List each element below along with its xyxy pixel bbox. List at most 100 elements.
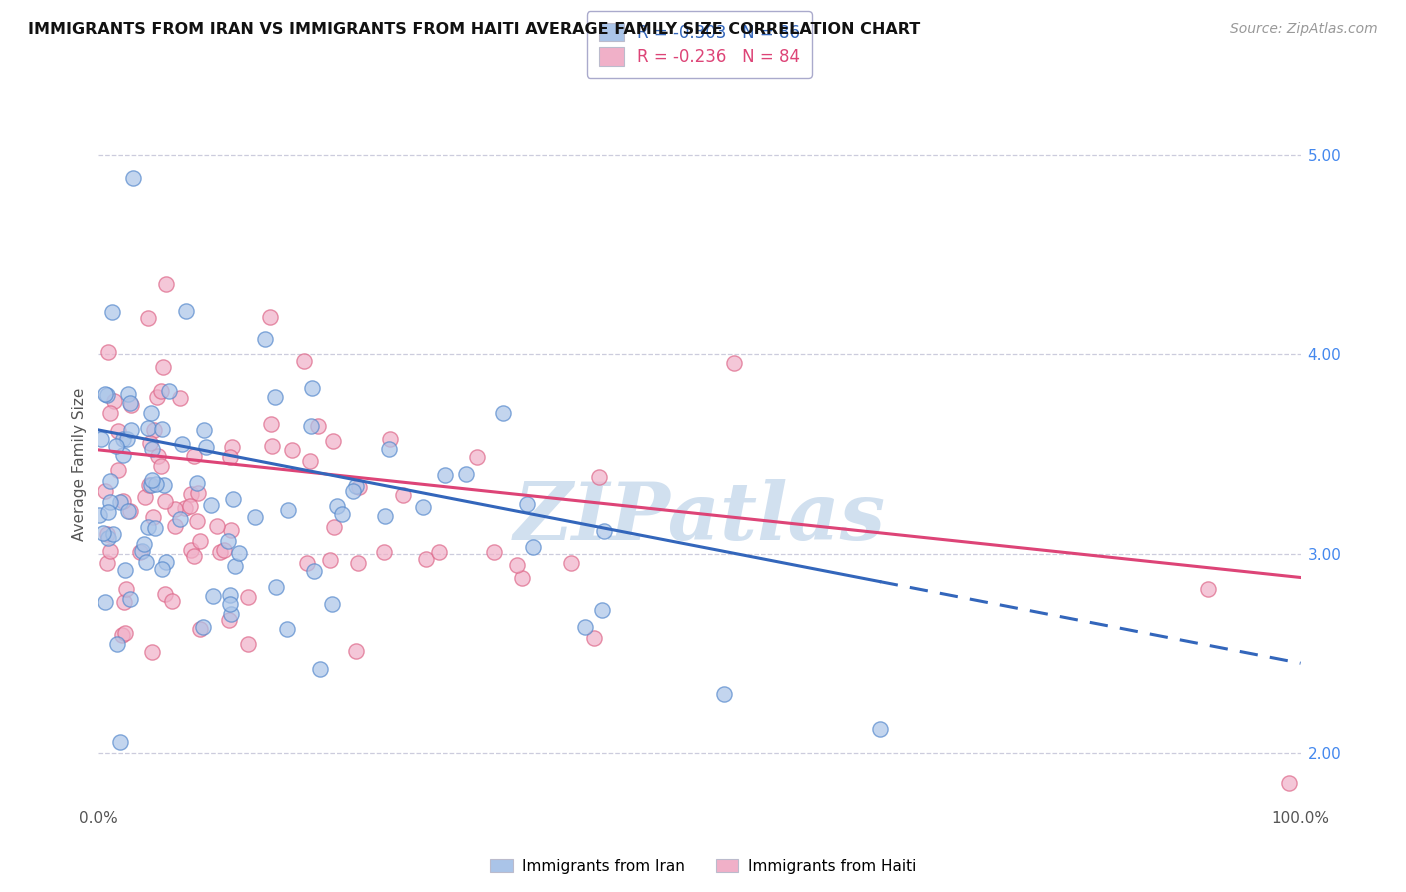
Point bbox=[132, 537, 155, 551]
Point bbox=[228, 546, 250, 560]
Point bbox=[321, 434, 343, 449]
Point bbox=[183, 549, 205, 563]
Point bbox=[134, 491, 156, 505]
Point bbox=[98, 543, 121, 558]
Point bbox=[142, 423, 165, 437]
Point bbox=[97, 344, 120, 359]
Point bbox=[110, 735, 132, 749]
Point bbox=[321, 597, 343, 611]
Point bbox=[264, 580, 287, 594]
Point bbox=[295, 556, 318, 570]
Point bbox=[218, 613, 240, 627]
Point bbox=[149, 458, 172, 473]
Point bbox=[236, 590, 259, 604]
Point bbox=[111, 448, 134, 462]
Point bbox=[522, 540, 544, 554]
Point bbox=[96, 557, 118, 571]
Point bbox=[222, 491, 245, 506]
Point bbox=[129, 544, 152, 558]
Point bbox=[188, 534, 211, 549]
Point bbox=[723, 356, 745, 370]
Point bbox=[281, 442, 304, 457]
Point bbox=[592, 524, 614, 538]
Point bbox=[141, 473, 163, 487]
Point bbox=[713, 687, 735, 701]
Point bbox=[392, 488, 415, 502]
Point bbox=[157, 384, 180, 399]
Point bbox=[217, 533, 239, 548]
Point bbox=[153, 587, 176, 601]
Point bbox=[138, 435, 160, 450]
Point bbox=[120, 592, 142, 607]
Point bbox=[344, 644, 367, 658]
Point bbox=[115, 582, 138, 596]
Point bbox=[193, 423, 215, 437]
Point bbox=[298, 454, 321, 468]
Point bbox=[264, 390, 287, 404]
Point bbox=[588, 469, 610, 483]
Point bbox=[138, 477, 160, 491]
Point bbox=[492, 406, 515, 420]
Point bbox=[131, 543, 153, 558]
Point bbox=[219, 607, 242, 621]
Point bbox=[93, 526, 115, 541]
Point bbox=[103, 394, 125, 409]
Point bbox=[330, 507, 353, 521]
Point bbox=[97, 531, 120, 545]
Point bbox=[117, 432, 139, 446]
Point bbox=[188, 623, 211, 637]
Point bbox=[96, 387, 118, 401]
Point bbox=[187, 486, 209, 500]
Point bbox=[114, 626, 136, 640]
Point bbox=[186, 514, 208, 528]
Point bbox=[516, 497, 538, 511]
Point bbox=[94, 386, 117, 401]
Point bbox=[101, 305, 124, 319]
Point bbox=[467, 450, 489, 464]
Point bbox=[136, 311, 159, 326]
Point bbox=[105, 637, 128, 651]
Point bbox=[150, 384, 173, 398]
Point bbox=[309, 662, 332, 676]
Point bbox=[262, 439, 284, 453]
Point bbox=[152, 562, 174, 576]
Point bbox=[121, 171, 143, 186]
Text: ZIPatlas: ZIPatlas bbox=[513, 479, 886, 557]
Point bbox=[183, 450, 205, 464]
Point bbox=[153, 494, 176, 508]
Point bbox=[415, 551, 437, 566]
Point bbox=[349, 480, 371, 494]
Point bbox=[145, 391, 167, 405]
Point bbox=[142, 509, 165, 524]
Point bbox=[219, 588, 242, 602]
Point bbox=[221, 440, 243, 454]
Point bbox=[136, 520, 159, 534]
Point bbox=[118, 504, 141, 518]
Point bbox=[117, 387, 139, 401]
Point bbox=[207, 519, 229, 533]
Point bbox=[143, 521, 166, 535]
Point bbox=[344, 478, 367, 492]
Point bbox=[89, 508, 111, 522]
Point bbox=[326, 499, 349, 513]
Point bbox=[112, 595, 135, 609]
Legend: Immigrants from Iran, Immigrants from Haiti: Immigrants from Iran, Immigrants from Ha… bbox=[484, 853, 922, 880]
Point bbox=[299, 418, 322, 433]
Point bbox=[209, 545, 232, 559]
Point bbox=[301, 381, 323, 395]
Point bbox=[107, 463, 129, 477]
Point bbox=[155, 277, 177, 291]
Point bbox=[869, 722, 891, 736]
Point bbox=[201, 589, 224, 603]
Point bbox=[377, 442, 399, 456]
Point bbox=[169, 512, 191, 526]
Point bbox=[150, 422, 173, 436]
Point bbox=[111, 494, 134, 508]
Point bbox=[219, 523, 242, 537]
Point bbox=[582, 631, 605, 645]
Point bbox=[96, 526, 118, 541]
Point bbox=[243, 510, 266, 524]
Point bbox=[191, 620, 214, 634]
Point bbox=[276, 622, 298, 636]
Point bbox=[236, 637, 259, 651]
